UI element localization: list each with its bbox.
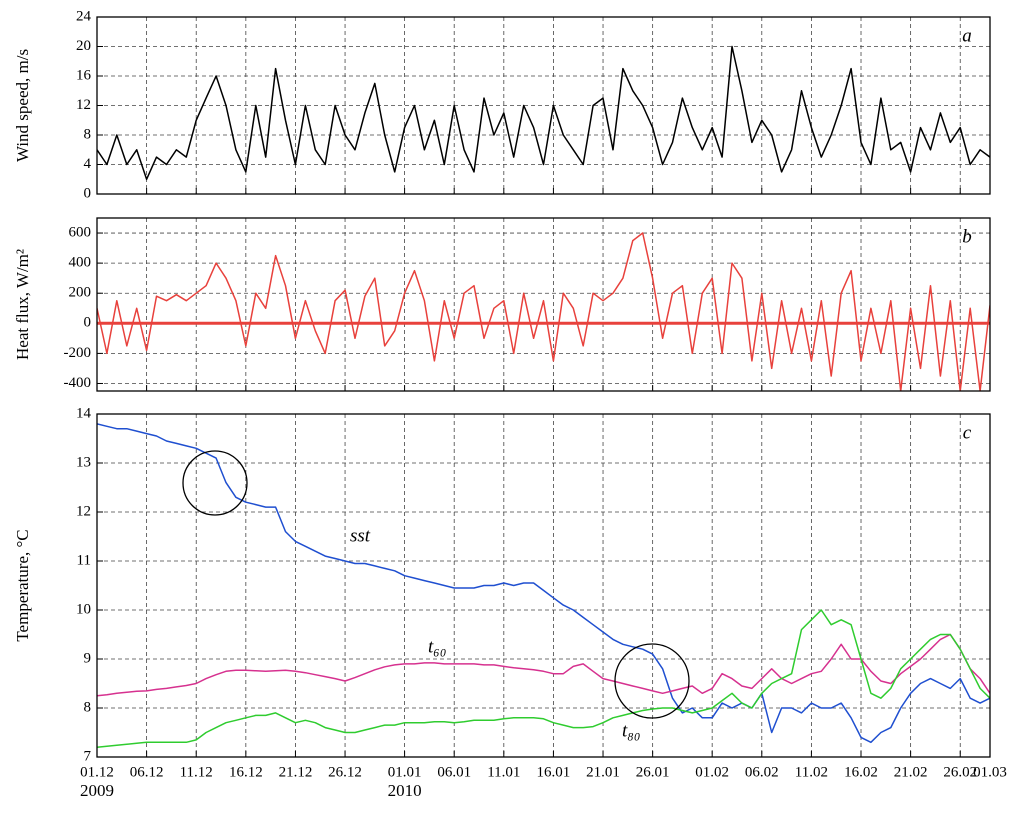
x-tick-label: 06.01: [437, 764, 471, 780]
y-tick-label: -200: [64, 345, 92, 361]
x-tick-label: 21.02: [894, 764, 928, 780]
panel-label: a: [962, 25, 972, 46]
x-tick-label: 26.12: [328, 764, 362, 780]
y-tick-label: 9: [84, 650, 92, 666]
x-tick-label: 11.02: [795, 764, 828, 780]
y-tick-label: 0: [84, 185, 92, 201]
y-tick-label: 24: [76, 8, 92, 24]
series-label: sst: [350, 525, 371, 546]
x-tick-label: 01.12: [80, 764, 114, 780]
y-tick-label: 4: [84, 156, 92, 172]
y-tick-label: 8: [84, 699, 92, 715]
highlight-circle: [614, 643, 690, 719]
panel-label: b: [962, 226, 972, 247]
x-tick-label: 01.03: [973, 764, 1007, 780]
year-label: 2009: [80, 781, 114, 800]
plot-frame: [96, 217, 991, 392]
year-label: 2010: [388, 781, 422, 800]
y-tick-label: -400: [64, 375, 92, 391]
data-line: [97, 232, 990, 391]
y-tick-label: 12: [76, 97, 91, 113]
panel-label: c: [963, 422, 972, 443]
y-tick-label: 20: [76, 38, 91, 54]
x-tick-label: 11.12: [180, 764, 213, 780]
data-line: [97, 423, 990, 744]
y-tick-label: 10: [76, 601, 91, 617]
y-tick-label: 600: [69, 224, 92, 240]
y-tick-label: 7: [84, 748, 92, 764]
x-tick-label: 16.01: [537, 764, 571, 780]
data-line: [97, 633, 990, 697]
series-label: t₆₀: [428, 636, 447, 657]
x-tick-label: 26.02: [943, 764, 977, 780]
y-tick-label: 200: [69, 285, 92, 301]
panel: -400 -200 0 200 400 600 Heat flux, W/m² b: [13, 217, 991, 392]
y-tick-label: 8: [84, 126, 92, 142]
y-tick-label: 11: [77, 552, 91, 568]
x-tick-label: 01.01: [388, 764, 422, 780]
x-tick-label: 06.02: [745, 764, 779, 780]
series-label: t₈₀: [622, 720, 641, 741]
panel: 01.12 06.12 11.12 16.12 21.12 26.12 01.01 06.01…: [13, 405, 1007, 799]
plot-frame: [96, 16, 991, 195]
y-axis-label: Wind speed, m/s: [13, 49, 32, 162]
y-tick-label: 400: [69, 255, 92, 271]
data-line: [97, 45, 990, 181]
x-tick-label: 11.01: [487, 764, 520, 780]
y-tick-label: 14: [76, 405, 92, 421]
y-tick-label: 13: [76, 454, 91, 470]
y-tick-label: 16: [76, 67, 92, 83]
x-tick-label: 21.01: [586, 764, 620, 780]
x-tick-label: 06.12: [130, 764, 164, 780]
plot-frame: [96, 413, 991, 758]
y-axis-label: Heat flux, W/m²: [13, 249, 32, 360]
panel: 0 4 8 12 16 20 24 Wind speed, m/s a: [13, 8, 991, 201]
y-axis-label: Temperature, °C: [13, 529, 32, 641]
y-tick-label: 0: [84, 315, 92, 331]
highlight-circle: [182, 450, 248, 516]
x-tick-label: 01.02: [695, 764, 729, 780]
y-tick-label: 12: [76, 503, 91, 519]
x-tick-label: 16.02: [844, 764, 878, 780]
x-tick-label: 26.01: [636, 764, 670, 780]
data-line: [97, 609, 990, 748]
plot-layer: 0 4 8 12 16 20 24 Wind speed, m/s a -400 -200 0 200 4…: [13, 8, 1007, 799]
x-tick-label: 21.12: [279, 764, 313, 780]
x-tick-label: 16.12: [229, 764, 263, 780]
